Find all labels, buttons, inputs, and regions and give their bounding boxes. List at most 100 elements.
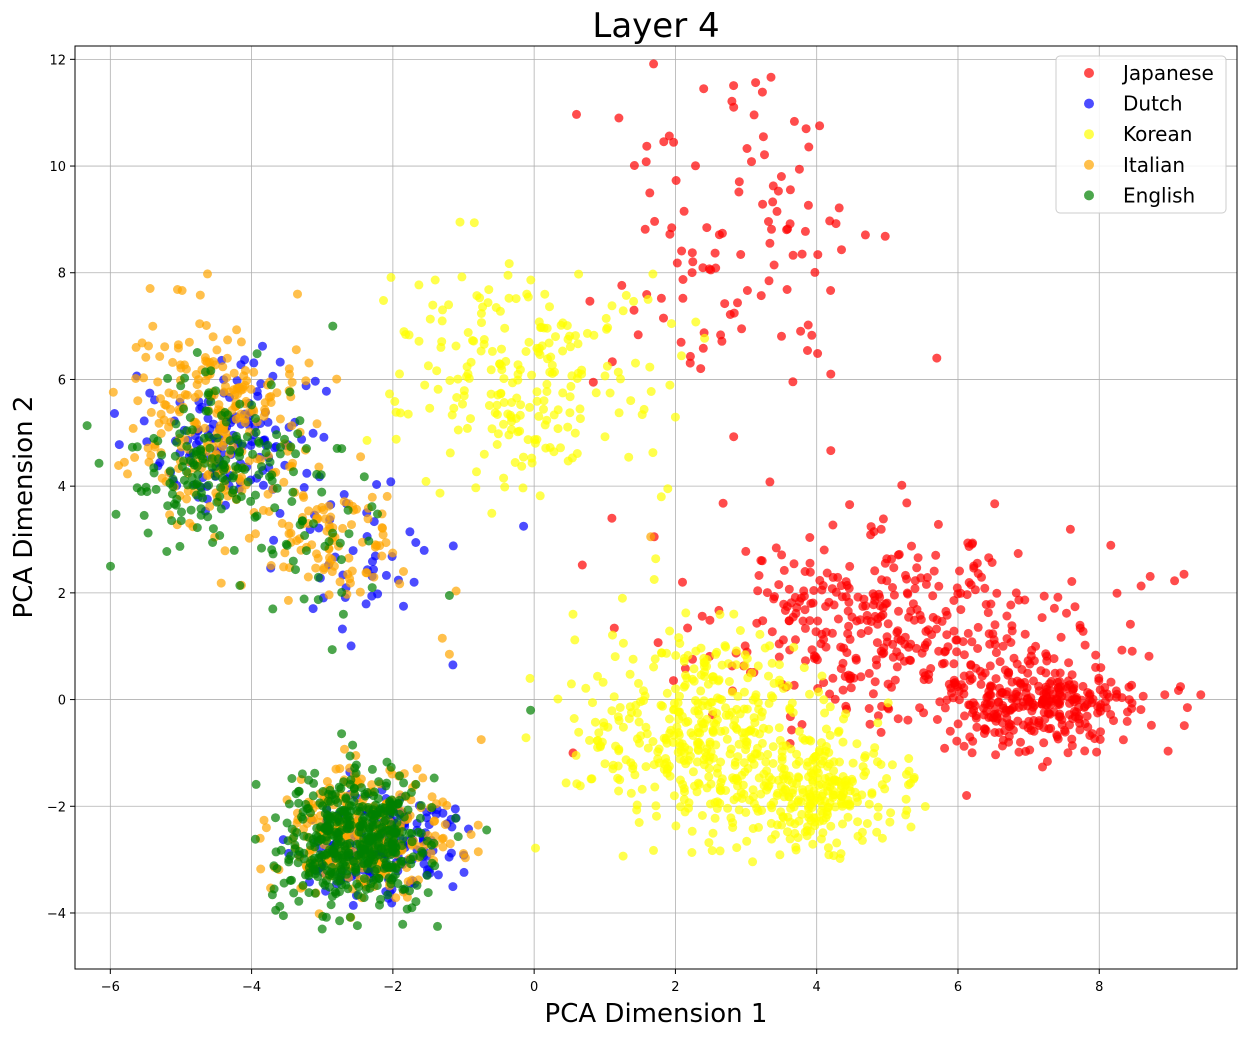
data-point — [594, 728, 604, 738]
data-point — [235, 413, 245, 423]
data-point — [618, 851, 628, 861]
data-point — [615, 703, 625, 712]
data-point — [462, 423, 472, 433]
data-point — [773, 788, 783, 798]
data-point — [516, 400, 526, 410]
data-point — [547, 360, 557, 370]
data-point — [203, 390, 213, 400]
data-point — [284, 855, 294, 864]
data-point — [287, 497, 297, 506]
data-point — [718, 498, 728, 508]
data-point — [776, 172, 786, 181]
data-point — [423, 888, 433, 898]
data-point — [887, 554, 896, 564]
data-point — [270, 503, 280, 513]
data-point — [791, 635, 800, 645]
data-point — [1053, 592, 1063, 602]
data-point — [1123, 707, 1132, 717]
data-point — [324, 590, 334, 600]
data-point — [856, 672, 866, 682]
data-point — [617, 593, 627, 603]
legend-marker — [1084, 129, 1094, 140]
data-point — [1163, 746, 1173, 756]
data-point — [1091, 650, 1101, 660]
data-point — [692, 757, 702, 767]
data-point — [811, 813, 821, 823]
data-point — [754, 571, 764, 580]
data-point — [269, 861, 279, 871]
data-point — [648, 269, 658, 279]
data-point — [212, 497, 222, 507]
data-point — [872, 827, 882, 837]
data-point — [363, 514, 373, 524]
data-point — [429, 773, 439, 783]
data-point — [208, 332, 218, 342]
data-point — [222, 353, 232, 363]
data-point — [676, 337, 686, 347]
data-point — [816, 639, 826, 649]
data-point — [601, 313, 611, 323]
data-point — [779, 599, 789, 609]
data-point — [912, 563, 922, 573]
data-point — [440, 820, 450, 830]
data-point — [1102, 703, 1111, 713]
data-point — [346, 806, 356, 816]
data-point — [904, 780, 913, 790]
data-point — [311, 563, 321, 573]
data-point — [901, 769, 911, 779]
data-point — [867, 788, 877, 798]
data-point — [696, 643, 706, 653]
data-point — [962, 590, 972, 600]
data-point — [865, 719, 875, 729]
legend-label: Japanese — [1121, 61, 1214, 85]
data-point — [1004, 722, 1014, 732]
data-point — [1078, 626, 1088, 636]
data-point — [1039, 738, 1049, 748]
data-point — [959, 689, 969, 699]
data-point — [964, 542, 974, 551]
data-point — [525, 402, 535, 412]
data-point — [801, 124, 811, 134]
data-point — [246, 496, 256, 506]
data-point — [698, 701, 707, 711]
data-point — [1025, 745, 1035, 755]
data-point — [313, 553, 323, 563]
data-point — [728, 823, 738, 832]
data-point — [359, 859, 369, 869]
data-point — [702, 223, 712, 233]
data-point — [295, 416, 305, 426]
legend-label: Dutch — [1123, 92, 1183, 116]
data-point — [721, 710, 731, 720]
data-point — [191, 480, 201, 489]
data-point — [348, 740, 358, 750]
data-point — [901, 794, 911, 804]
data-point — [338, 805, 348, 815]
data-point — [833, 572, 843, 582]
data-point — [967, 637, 977, 647]
data-point — [1122, 716, 1132, 726]
data-point — [763, 749, 773, 759]
data-point — [170, 451, 180, 461]
data-point — [811, 652, 821, 662]
data-point — [1038, 762, 1047, 772]
data-point — [700, 333, 710, 343]
data-point — [871, 655, 881, 665]
data-point — [131, 374, 141, 383]
data-point — [569, 714, 579, 723]
data-point — [196, 510, 206, 520]
data-point — [310, 888, 320, 898]
data-point — [236, 476, 246, 486]
data-point — [438, 305, 447, 315]
data-point — [878, 514, 888, 524]
data-point — [859, 771, 869, 780]
data-point — [739, 687, 749, 697]
data-point — [919, 708, 929, 718]
data-point — [275, 449, 285, 459]
data-point — [785, 817, 795, 827]
data-point — [737, 324, 747, 334]
data-point — [294, 786, 304, 796]
data-point — [194, 389, 204, 399]
data-point — [210, 471, 220, 481]
data-point — [372, 541, 382, 550]
data-point — [852, 739, 862, 749]
